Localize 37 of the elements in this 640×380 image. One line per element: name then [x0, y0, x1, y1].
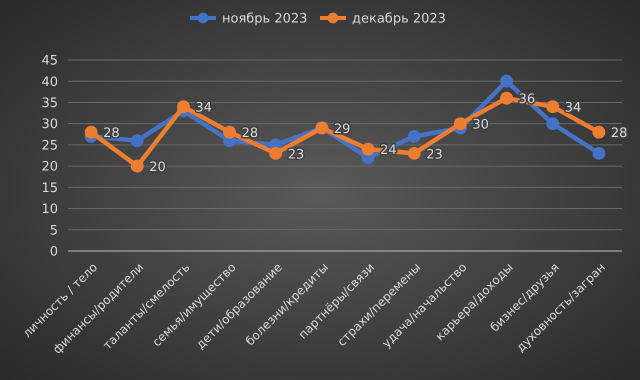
y-tick-label: 0 — [50, 244, 58, 260]
data-label: 30 — [472, 118, 489, 133]
point — [408, 130, 421, 143]
y-tick-label: 25 — [41, 138, 58, 154]
data-label: 28 — [610, 126, 628, 142]
point — [454, 117, 467, 130]
point — [130, 134, 144, 148]
data-label: 29 — [334, 122, 350, 137]
legend-label: ноябрь 2023 — [222, 12, 308, 27]
point — [500, 74, 514, 88]
data-label: 34 — [195, 100, 212, 116]
y-tick-label: 45 — [41, 54, 58, 69]
y-tick-label: 15 — [41, 180, 58, 196]
point — [269, 146, 282, 160]
point — [176, 100, 190, 114]
legend-label: декабрь 2023 — [352, 12, 446, 27]
data-label: 28 — [242, 126, 258, 142]
point — [592, 126, 606, 139]
point — [408, 146, 421, 160]
y-tick-label: 35 — [41, 96, 58, 111]
y-tick-label: 30 — [41, 117, 58, 132]
point — [546, 117, 560, 130]
point — [592, 146, 606, 160]
point — [546, 100, 560, 114]
data-label: 23 — [288, 147, 304, 162]
point — [130, 160, 144, 173]
data-label: 34 — [564, 100, 582, 116]
y-tick-label: 10 — [41, 202, 58, 218]
point — [84, 126, 98, 139]
y-tick-label: 5 — [50, 223, 58, 238]
data-label: 20 — [149, 160, 166, 176]
data-label: 23 — [426, 147, 443, 162]
point — [500, 92, 514, 105]
point — [223, 126, 236, 139]
y-tick-label: 40 — [41, 74, 58, 90]
y-tick-label: 20 — [41, 160, 58, 175]
point — [362, 142, 375, 156]
